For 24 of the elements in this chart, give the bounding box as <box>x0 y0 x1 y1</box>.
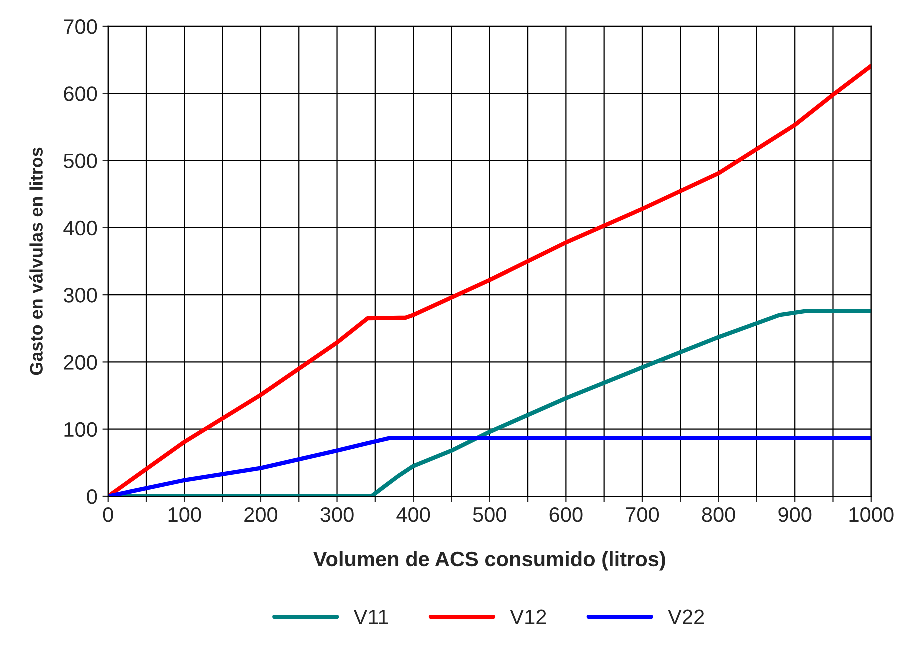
y-tick-label: 100 <box>64 422 98 438</box>
y-axis-title: Gasto en válvulas en litros <box>30 148 43 376</box>
legend-label: V12 <box>510 610 546 624</box>
x-tick-label: 900 <box>778 507 812 522</box>
x-tick-label: 500 <box>473 507 506 522</box>
x-axis-title: Volumen de ACS consumido (litros) <box>314 551 666 571</box>
x-tick-label: 200 <box>244 507 278 522</box>
y-tick-label: 0 <box>87 490 98 504</box>
x-tick-label: 0 <box>103 507 114 522</box>
y-tick-label: 300 <box>64 288 98 303</box>
y-tick-label: 200 <box>64 355 98 370</box>
y-tick-label: 400 <box>64 220 98 236</box>
x-tick-label: 300 <box>320 507 354 522</box>
y-tick-label: 500 <box>64 154 98 169</box>
x-tick-label: 400 <box>396 507 430 522</box>
x-tick-label: 1000 <box>850 507 894 522</box>
x-tick-label: 800 <box>702 507 736 522</box>
legend-label: V11 <box>354 610 388 624</box>
x-tick-label: 100 <box>168 507 202 522</box>
y-tick-label: 700 <box>64 19 98 34</box>
legend-label: V22 <box>668 610 704 624</box>
x-tick-label: 600 <box>550 507 583 522</box>
x-tick-label: 700 <box>626 507 660 522</box>
y-tick-label: 600 <box>64 86 98 102</box>
